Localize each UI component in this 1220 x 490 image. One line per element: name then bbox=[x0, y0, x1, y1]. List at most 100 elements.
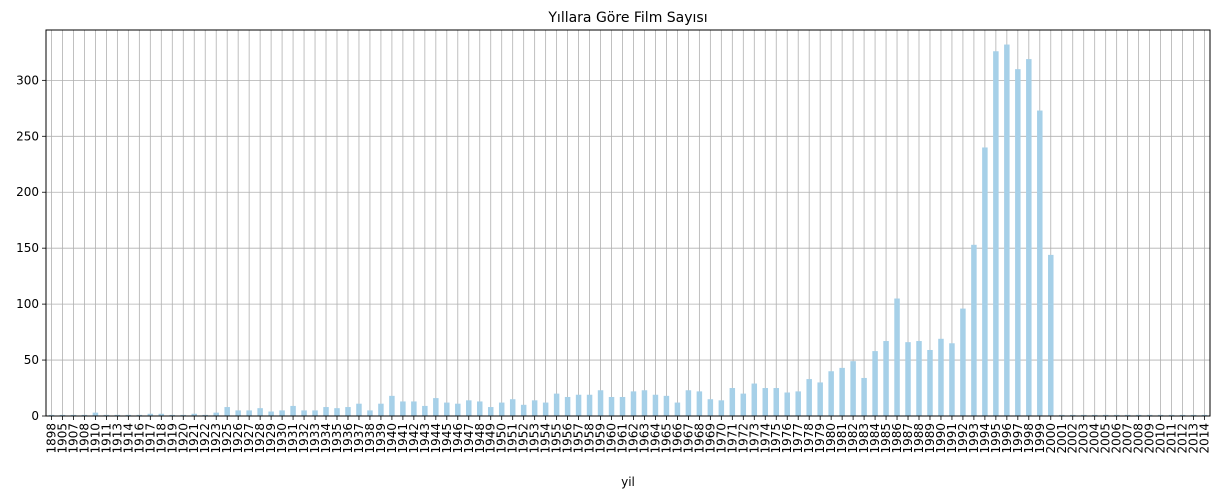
bar-1967 bbox=[685, 390, 692, 416]
bar-1933 bbox=[312, 410, 318, 416]
x-tick-label: 1994 bbox=[978, 423, 992, 454]
bar-1979 bbox=[817, 382, 823, 416]
y-tick-label: 0 bbox=[31, 409, 39, 423]
bar-1938 bbox=[367, 410, 373, 416]
x-tick-label: 1977 bbox=[791, 423, 805, 454]
bar-1984 bbox=[872, 351, 878, 416]
x-tick-label: 1996 bbox=[1000, 423, 1014, 454]
bar-1907 bbox=[70, 414, 77, 416]
bar-1961 bbox=[619, 396, 626, 416]
x-tick-label: 2003 bbox=[1077, 423, 1091, 454]
bar-1932 bbox=[301, 410, 307, 416]
x-tick-label: 1961 bbox=[616, 423, 630, 454]
x-tick-label: 1953 bbox=[528, 423, 542, 454]
bar-1970 bbox=[718, 400, 725, 416]
x-tick-label: 1949 bbox=[484, 423, 498, 454]
x-tick-label: 1976 bbox=[780, 423, 794, 454]
x-tick-label: 1927 bbox=[242, 423, 256, 454]
bar-1974 bbox=[762, 388, 769, 416]
bar-2007 bbox=[1124, 414, 1131, 416]
bar-2008 bbox=[1135, 414, 1142, 416]
bar-1949 bbox=[487, 407, 494, 416]
bar-1995 bbox=[993, 51, 999, 417]
x-tick-label: 2005 bbox=[1099, 423, 1113, 454]
x-tick-label: 1974 bbox=[758, 423, 772, 454]
bar-1936 bbox=[345, 407, 351, 416]
bar-2010 bbox=[1157, 414, 1164, 416]
bar-1914 bbox=[125, 414, 132, 416]
bar-1926 bbox=[235, 410, 241, 416]
x-tick-label: 1957 bbox=[572, 423, 586, 454]
x-tick-label: 1979 bbox=[813, 423, 827, 454]
y-tick-label: 100 bbox=[16, 297, 39, 311]
bar-1940 bbox=[389, 395, 395, 416]
x-tick-label: 1931 bbox=[286, 423, 300, 454]
x-tick-label: 1965 bbox=[659, 423, 673, 454]
x-tick-label: 1956 bbox=[561, 423, 575, 454]
x-tick-label: 1955 bbox=[550, 423, 564, 454]
x-tick-labels: 1898190519071908191019111913191419161917… bbox=[44, 416, 1212, 454]
bar-1998 bbox=[1026, 59, 1032, 417]
x-gridlines bbox=[51, 30, 1205, 416]
bar-1978 bbox=[806, 379, 812, 416]
x-tick-label: 1926 bbox=[231, 423, 245, 454]
x-tick-label: 1967 bbox=[681, 423, 695, 454]
y-tick-label: 50 bbox=[24, 353, 39, 367]
x-tick-label: 1937 bbox=[352, 423, 366, 454]
x-tick-label: 2014 bbox=[1198, 423, 1212, 454]
bar-1918 bbox=[158, 413, 165, 416]
x-tick-label: 2006 bbox=[1110, 423, 1124, 454]
x-tick-label: 2008 bbox=[1132, 423, 1146, 454]
x-tick-label: 1947 bbox=[462, 423, 476, 454]
x-tick-label: 1952 bbox=[517, 423, 531, 454]
x-tick-label: 2002 bbox=[1066, 423, 1080, 454]
bar-1928 bbox=[257, 408, 263, 416]
x-tick-label: 1987 bbox=[901, 423, 915, 454]
bar-1965 bbox=[663, 395, 670, 416]
bar-1898 bbox=[48, 414, 55, 416]
x-tick-label: 1934 bbox=[319, 423, 333, 454]
x-tick-label: 2011 bbox=[1165, 423, 1179, 454]
x-tick-label: 1968 bbox=[692, 423, 706, 454]
bar-1923 bbox=[213, 412, 219, 416]
bar-1990 bbox=[938, 338, 944, 416]
x-tick-label: 1980 bbox=[824, 423, 838, 454]
bar-1939 bbox=[378, 403, 384, 416]
x-tick-label: 1963 bbox=[637, 423, 651, 454]
x-tick-label: 1911 bbox=[99, 423, 113, 454]
x-tick-label: 1905 bbox=[55, 423, 69, 454]
x-tick-label: 1989 bbox=[923, 423, 937, 454]
x-tick-label: 1907 bbox=[66, 423, 80, 454]
x-tick-label: 1925 bbox=[220, 423, 234, 454]
x-tick-label: 1972 bbox=[736, 423, 750, 454]
bar-1947 bbox=[466, 400, 472, 416]
bar-1966 bbox=[674, 402, 681, 416]
bar-1942 bbox=[411, 401, 417, 416]
x-tick-label: 1992 bbox=[956, 423, 970, 454]
x-tick-label: 1898 bbox=[44, 423, 58, 454]
x-tick-label: 1978 bbox=[802, 423, 816, 454]
bar-1944 bbox=[433, 398, 439, 416]
bar-1917 bbox=[147, 413, 154, 416]
x-tick-label: 1970 bbox=[714, 423, 728, 454]
x-tick-label: 1948 bbox=[473, 423, 487, 454]
x-tick-label: 1940 bbox=[385, 423, 399, 454]
bar-1945 bbox=[444, 402, 450, 416]
bar-1973 bbox=[751, 383, 758, 416]
bar-1934 bbox=[323, 407, 329, 416]
x-tick-label: 1954 bbox=[539, 423, 553, 454]
bar-1969 bbox=[707, 399, 714, 416]
y-tick-label: 250 bbox=[16, 129, 39, 143]
bar-1957 bbox=[575, 394, 582, 416]
bar-1905 bbox=[59, 414, 66, 416]
y-tick-labels: 0 50 100 150 200 250 300 bbox=[16, 73, 46, 423]
bar-2003 bbox=[1080, 414, 1087, 416]
x-tick-label: 2012 bbox=[1176, 423, 1190, 454]
bar-1999 bbox=[1037, 110, 1043, 416]
x-tick-label: 1921 bbox=[187, 423, 201, 454]
x-tick-label: 1935 bbox=[330, 423, 344, 454]
y-tick-label: 200 bbox=[16, 185, 39, 199]
bar-1946 bbox=[455, 403, 461, 416]
bar-1983 bbox=[861, 377, 867, 416]
